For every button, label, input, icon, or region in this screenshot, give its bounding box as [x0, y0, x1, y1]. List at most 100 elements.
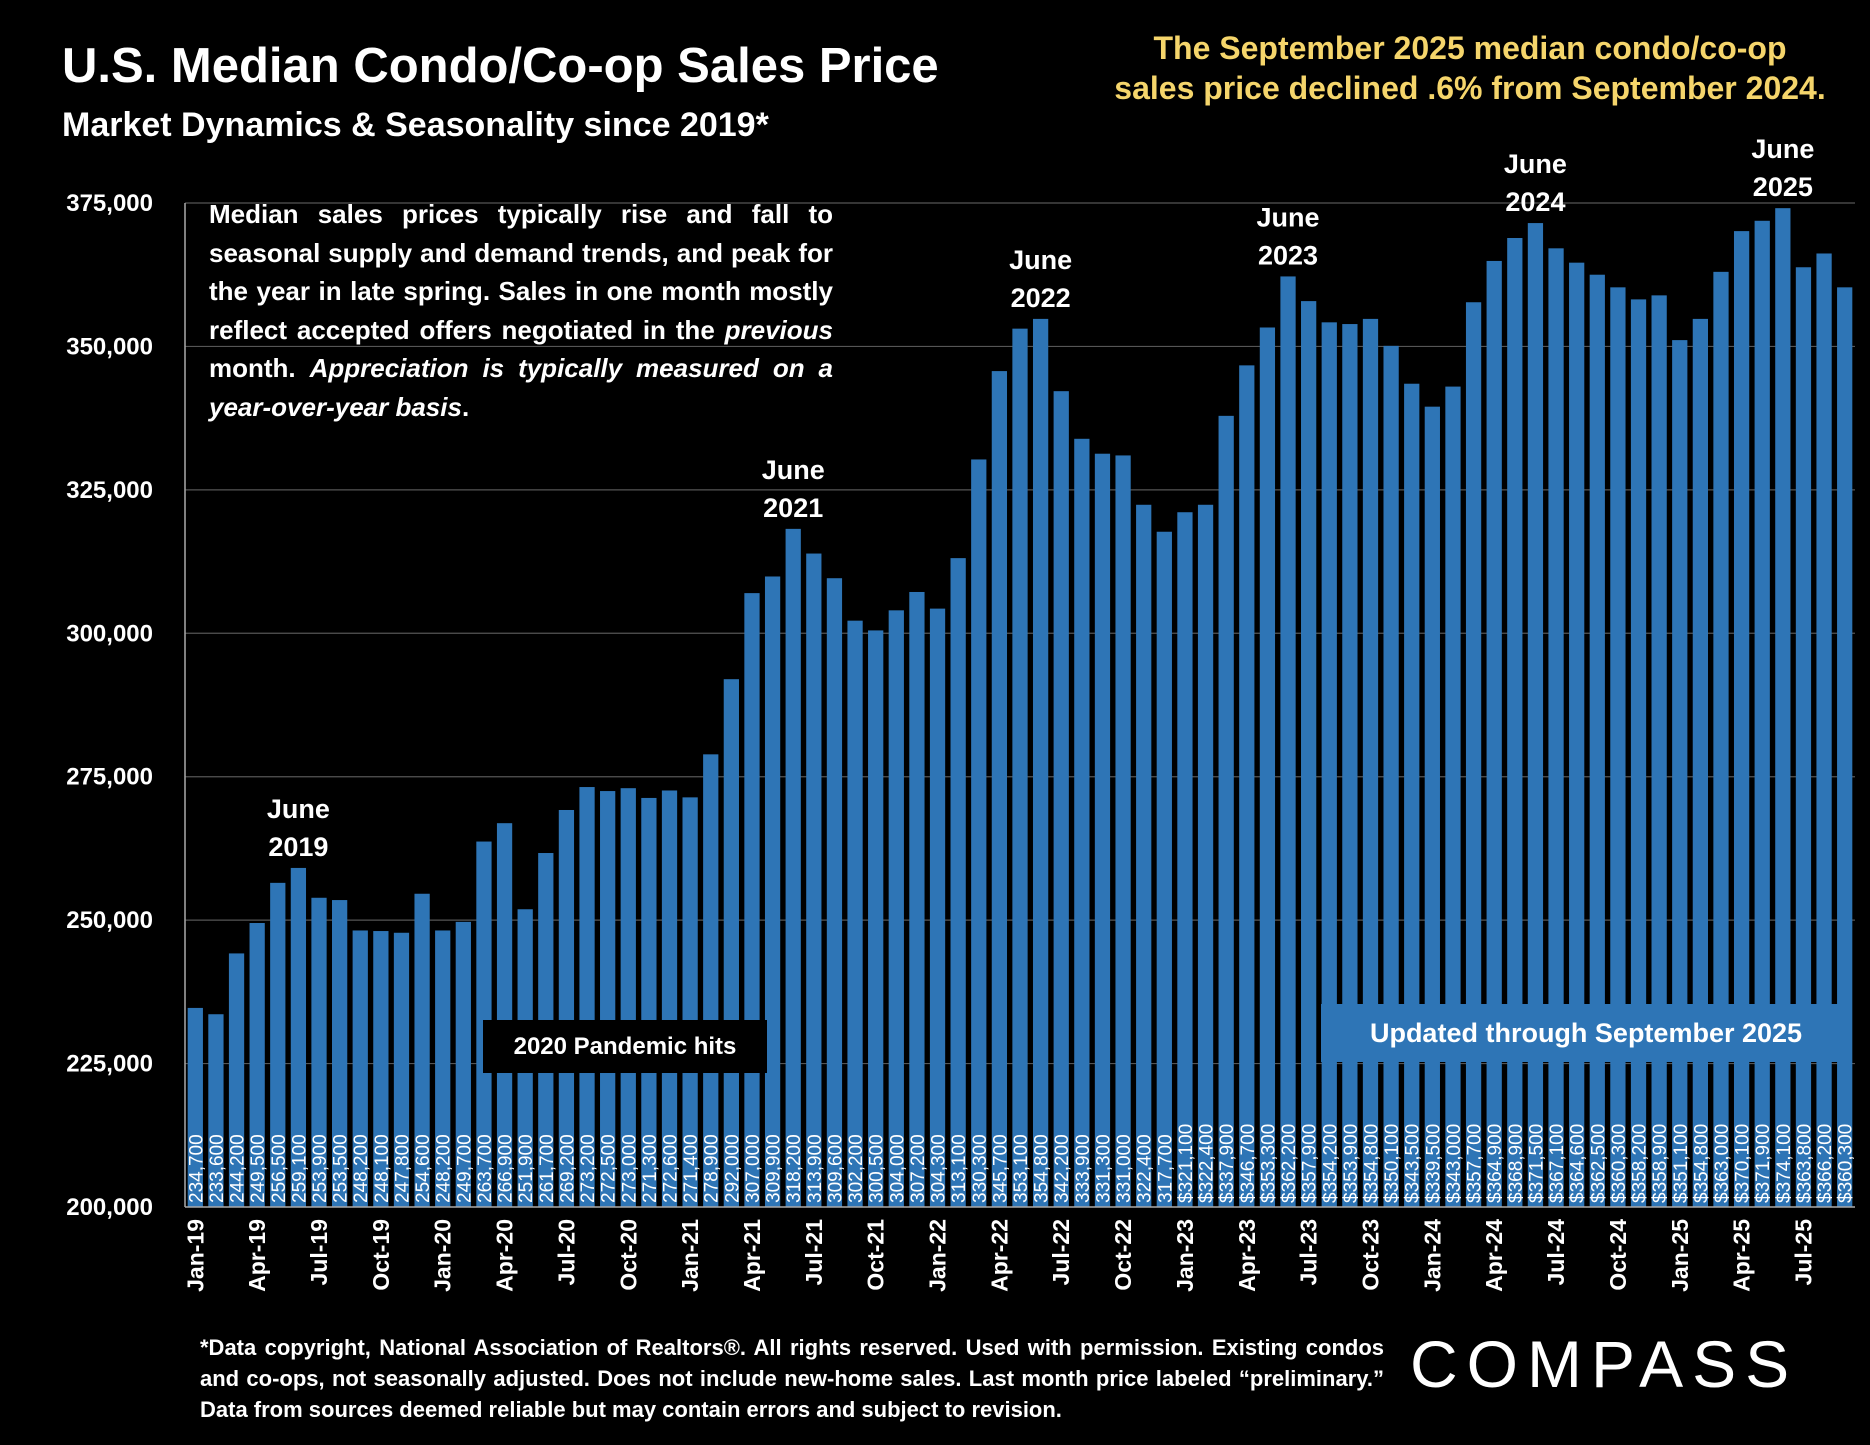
bar: [723, 679, 739, 1207]
bar-value-label: 278,900: [702, 1134, 723, 1203]
x-tick-label: Apr-23: [1234, 1219, 1260, 1292]
bar: [208, 1014, 224, 1207]
bar-value-label: $374,100: [1774, 1124, 1795, 1203]
bar-value-label: 251,900: [516, 1134, 537, 1203]
x-tick-label: Jul-22: [1048, 1219, 1074, 1285]
bar: [455, 921, 471, 1207]
bar: [1136, 504, 1152, 1208]
bar-value-label: 309,900: [764, 1134, 785, 1203]
x-tick-label: Apr-24: [1481, 1219, 1507, 1292]
bar-value-label: 248,100: [372, 1134, 393, 1203]
bar: [1795, 267, 1812, 1208]
bar-value-label: 248,200: [434, 1134, 455, 1203]
headline-line-1: The September 2025 median condo/co-op: [1153, 30, 1787, 66]
bar-value-label: $362,200: [1279, 1124, 1300, 1203]
bar-value-label: 272,600: [661, 1134, 682, 1203]
bar: [1672, 340, 1688, 1208]
bar: [579, 787, 595, 1207]
y-tick-label: 350,000: [66, 333, 153, 360]
bar: [641, 797, 657, 1207]
bar: [1445, 386, 1461, 1207]
peak-label: 2023: [1258, 240, 1318, 270]
bar-value-label: $350,100: [1382, 1124, 1403, 1203]
x-tick-label: Jul-21: [801, 1219, 827, 1286]
bar-value-label: 263,700: [475, 1134, 496, 1203]
bar: [1383, 345, 1399, 1207]
bar-value-label: $367,100: [1547, 1124, 1568, 1203]
bar: [1775, 208, 1791, 1207]
y-tick-label: 200,000: [66, 1194, 153, 1221]
x-tick-label: Jul-24: [1543, 1219, 1569, 1286]
bar: [1816, 253, 1832, 1207]
bar: [187, 1007, 203, 1207]
bar: [1156, 531, 1172, 1207]
bar: [1321, 322, 1337, 1207]
x-tick-label: Oct-21: [863, 1219, 889, 1291]
bar-value-label: 304,300: [929, 1134, 950, 1203]
bar: [290, 867, 307, 1207]
bar-value-label: 253,500: [331, 1134, 352, 1203]
bar-value-label: 271,300: [640, 1134, 661, 1203]
peak-label: 2022: [1011, 283, 1071, 313]
bar: [1259, 327, 1276, 1208]
bar-value-label: 273,200: [578, 1134, 599, 1203]
bar-value-label: 233,600: [207, 1134, 228, 1203]
bar: [1301, 301, 1317, 1208]
bar: [909, 591, 925, 1207]
bar-value-label: 333,900: [1073, 1134, 1094, 1203]
note-italic: previous: [724, 314, 833, 345]
bar-value-label: 249,500: [248, 1134, 269, 1203]
peak-label: June: [762, 455, 825, 485]
bar: [496, 823, 513, 1207]
y-tick-label: 375,000: [66, 190, 153, 217]
bar-value-label: 261,700: [537, 1134, 558, 1203]
x-tick-label: Apr-19: [244, 1219, 270, 1292]
y-tick-label: 250,000: [66, 907, 153, 934]
bar: [888, 610, 904, 1207]
bar-value-label: 342,200: [1052, 1134, 1073, 1203]
x-tick-label: Oct-24: [1605, 1219, 1631, 1291]
bar: [1239, 365, 1255, 1207]
bar-value-label: 353,100: [1011, 1134, 1032, 1203]
peak-label: June: [1257, 202, 1320, 232]
bar-value-label: $354,200: [1320, 1124, 1341, 1203]
peak-label: 2024: [1505, 187, 1565, 217]
bar: [1197, 504, 1214, 1208]
bar-value-label: $357,900: [1300, 1124, 1321, 1203]
bar-value-label: $362,500: [1588, 1124, 1609, 1203]
bar-value-label: 317,700: [1155, 1134, 1176, 1203]
bar-value-label: 269,200: [557, 1134, 578, 1203]
bar-value-label: 234,700: [186, 1134, 207, 1203]
bar: [228, 953, 245, 1207]
headline-line-2: sales price declined .6% from September …: [1114, 70, 1826, 106]
bar-value-label: $358,900: [1650, 1124, 1671, 1203]
bar-value-label: 300,500: [867, 1134, 888, 1203]
x-tick-label: Jul-19: [306, 1219, 332, 1285]
bar-value-label: 331,000: [1114, 1134, 1135, 1203]
peak-label: June: [1751, 134, 1814, 164]
bar: [1589, 274, 1605, 1207]
bar: [764, 576, 781, 1207]
note-italic: Appreciation is typically measured on a …: [209, 353, 833, 422]
bar-value-label: 302,200: [846, 1134, 867, 1203]
bar-value-label: $337,900: [1217, 1124, 1238, 1203]
bar-value-label: 292,000: [722, 1134, 743, 1203]
bar: [1569, 262, 1585, 1208]
bar: [1115, 455, 1131, 1207]
bar-value-label: 244,200: [228, 1134, 249, 1203]
bar-value-label: 313,100: [949, 1134, 970, 1203]
bar-value-label: $363,000: [1712, 1124, 1733, 1203]
bar-value-label: 307,000: [743, 1134, 764, 1203]
peak-label: 2025: [1753, 172, 1813, 202]
bar: [393, 932, 410, 1207]
bar: [1362, 318, 1379, 1208]
bar-value-label: $357,700: [1465, 1124, 1486, 1203]
bar: [991, 371, 1008, 1208]
bar-value-label: 318,200: [784, 1134, 805, 1203]
bar-value-label: 271,400: [681, 1134, 702, 1203]
updated-banner: Updated through September 2025: [1321, 1004, 1851, 1062]
x-tick-label: Jan-23: [1172, 1219, 1198, 1292]
bar: [1548, 248, 1564, 1207]
bar: [847, 620, 863, 1207]
bar: [1053, 391, 1069, 1207]
